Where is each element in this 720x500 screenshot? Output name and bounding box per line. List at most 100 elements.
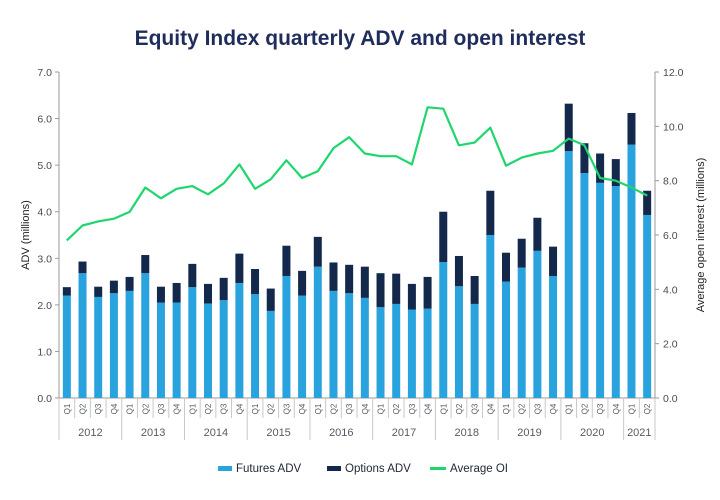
bar-options-adv bbox=[580, 143, 589, 174]
bar-options-adv bbox=[643, 190, 652, 215]
x-tick-label-quarter: Q2 bbox=[392, 403, 401, 414]
bar-futures-adv bbox=[62, 295, 71, 398]
legend-label-options-adv: Options ADV bbox=[345, 463, 411, 475]
y2-tick-label: 6.0 bbox=[663, 230, 678, 242]
bar-options-adv bbox=[94, 286, 103, 297]
bar-futures-adv bbox=[580, 173, 589, 398]
x-tick-label-quarter: Q3 bbox=[282, 403, 291, 414]
x-tick-label-quarter: Q4 bbox=[173, 403, 182, 414]
bar-futures-adv bbox=[78, 273, 87, 398]
x-tick-label-quarter: Q3 bbox=[94, 403, 103, 414]
bar-options-adv bbox=[219, 277, 228, 301]
y2-tick-label: 2.0 bbox=[663, 339, 678, 351]
y-tick-label: 6.0 bbox=[37, 114, 52, 126]
line-average-oi bbox=[66, 106, 648, 242]
x-tick-label-quarter: Q4 bbox=[486, 403, 495, 414]
bar-options-adv bbox=[62, 287, 71, 296]
y-tick-label: 1.0 bbox=[37, 346, 52, 358]
legend-item-futures-adv: Futures ADV bbox=[218, 463, 302, 475]
average-oi-line-group bbox=[66, 106, 648, 242]
x-tick-label-quarter: Q3 bbox=[408, 403, 417, 414]
bar-options-adv bbox=[486, 190, 495, 235]
x-tick-label-year: 2018 bbox=[455, 427, 479, 439]
bar-options-adv bbox=[141, 255, 150, 274]
bar-futures-adv bbox=[392, 303, 401, 398]
bar-futures-adv bbox=[329, 290, 338, 398]
bar-options-adv bbox=[172, 282, 181, 303]
bar-futures-adv bbox=[204, 303, 212, 398]
legend-swatch-options-adv bbox=[327, 466, 341, 471]
bar-futures-adv bbox=[235, 282, 244, 398]
bar-futures-adv bbox=[109, 293, 118, 398]
x-tick-label-quarter: Q1 bbox=[627, 403, 636, 414]
x-tick-label-quarter: Q1 bbox=[314, 403, 323, 414]
bar-options-adv bbox=[423, 276, 432, 309]
legend-item-options-adv: Options ADV bbox=[327, 463, 411, 475]
bar-options-adv bbox=[78, 261, 87, 274]
x-tick-label-quarter: Q2 bbox=[79, 403, 88, 414]
bar-futures-adv bbox=[502, 281, 510, 398]
bar-options-adv bbox=[376, 273, 385, 308]
x-tick-label-year: 2017 bbox=[392, 427, 416, 439]
x-axis: Q1 Q2 Q3 Q4 Q1 Q2 Q3 Q4 Q1 Q2 Q3 Q4 Q1 Q2 Q3 Q4 Q1 Q2 Q3 Q4… bbox=[58, 397, 656, 440]
y-tick-label: 5.0 bbox=[37, 160, 52, 172]
legend-label-futures-adv: Futures ADV bbox=[236, 463, 302, 475]
x-tick-label-year: 2020 bbox=[580, 427, 604, 439]
chart-title: Equity Index quarterly ADV and open inte… bbox=[135, 27, 586, 50]
bar-futures-adv bbox=[564, 151, 573, 398]
y2-tick-label: 0.0 bbox=[663, 393, 678, 405]
y2-tick-label: 10.0 bbox=[663, 121, 684, 133]
bar-futures-adv bbox=[156, 302, 165, 398]
bar-futures-adv bbox=[219, 300, 228, 398]
y-axis-left-label: ADV (millions) bbox=[20, 200, 32, 270]
x-tick-label-quarter: Q1 bbox=[188, 403, 197, 414]
x-tick-label-quarter: Q2 bbox=[518, 403, 527, 414]
bar-options-adv bbox=[109, 280, 118, 294]
x-tick-label-year: 2016 bbox=[329, 427, 353, 439]
x-tick-label-quarter: Q4 bbox=[110, 403, 119, 414]
bar-futures-adv bbox=[627, 144, 636, 398]
bar-options-adv bbox=[235, 253, 244, 283]
bar-options-adv bbox=[549, 246, 558, 276]
x-tick-label-quarter: Q4 bbox=[612, 403, 621, 414]
bar-futures-adv bbox=[423, 308, 432, 398]
bar-options-adv bbox=[517, 238, 526, 268]
x-tick-label-year: 2013 bbox=[141, 427, 165, 439]
bar-options-adv bbox=[502, 252, 510, 282]
bar-futures-adv bbox=[125, 290, 134, 398]
y2-tick-label: 12.0 bbox=[663, 67, 684, 79]
bar-futures-adv bbox=[517, 267, 526, 398]
y-tick-label: 3.0 bbox=[37, 253, 52, 265]
bar-options-adv bbox=[345, 264, 354, 294]
bar-options-adv bbox=[125, 276, 134, 291]
x-tick-label-year: 2021 bbox=[627, 427, 651, 439]
x-tick-label-quarter: Q4 bbox=[549, 403, 558, 414]
x-tick-label-quarter: Q2 bbox=[580, 403, 589, 414]
x-tick-label-quarter: Q4 bbox=[361, 403, 370, 414]
bar-futures-adv bbox=[172, 302, 181, 398]
x-tick-label-quarter: Q3 bbox=[345, 403, 354, 414]
bar-options-adv bbox=[360, 266, 369, 298]
bar-options-adv bbox=[266, 288, 275, 311]
x-tick-label-quarter: Q1 bbox=[126, 403, 135, 414]
x-tick-label-quarter: Q1 bbox=[63, 403, 72, 414]
x-tick-label-quarter: Q2 bbox=[455, 403, 464, 414]
bar-options-adv bbox=[454, 255, 463, 287]
y-tick-label: 4.0 bbox=[37, 207, 52, 219]
bar-futures-adv bbox=[439, 262, 448, 398]
y-axis-right: 0.0 2.0 4.0 6.0 8.0 10.0 12.0 bbox=[654, 67, 684, 405]
bar-options-adv bbox=[611, 159, 620, 187]
bar-futures-adv bbox=[611, 186, 620, 398]
y2-tick-label: 8.0 bbox=[663, 176, 678, 188]
bar-options-adv bbox=[188, 263, 197, 288]
bar-futures-adv bbox=[94, 296, 103, 398]
bar-options-adv bbox=[282, 245, 291, 276]
bar-futures-adv bbox=[407, 309, 416, 398]
bar-options-adv bbox=[392, 273, 401, 304]
x-tick-label-quarter: Q3 bbox=[471, 403, 480, 414]
bar-futures-adv bbox=[596, 182, 605, 398]
bar-futures-adv bbox=[282, 275, 291, 398]
bar-futures-adv bbox=[533, 250, 542, 398]
bar-futures-adv bbox=[470, 303, 479, 398]
